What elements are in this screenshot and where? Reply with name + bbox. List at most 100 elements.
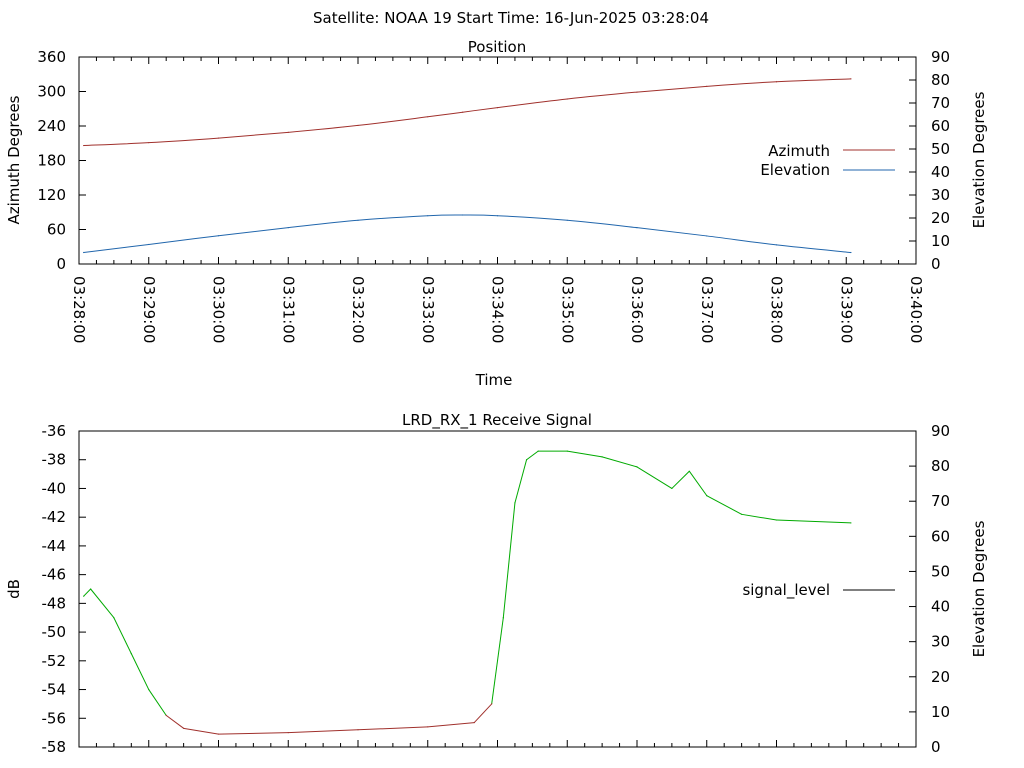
bot-y2-tick-label: 0 — [931, 738, 941, 756]
signal-point — [90, 588, 92, 590]
series-point-elevation — [287, 227, 289, 229]
signal-point — [473, 721, 475, 724]
signal-y2-axis-label: Elevation Degrees — [970, 520, 988, 657]
signal-point — [514, 502, 516, 504]
bot-y-tick-label: -56 — [42, 709, 67, 727]
top-y-tick-label: 60 — [47, 221, 66, 239]
top-x-tick-label: 03:38:00 — [768, 276, 786, 343]
series-point-azimuth — [217, 137, 220, 139]
bot-y-tick-label: -36 — [42, 422, 67, 440]
signal-point — [601, 456, 603, 458]
bot-y2-tick-label: 70 — [931, 492, 950, 510]
top-x-tick-label: 03:28:00 — [70, 276, 88, 343]
series-point-azimuth — [775, 81, 778, 83]
signal-y-axis-label: dB — [5, 579, 23, 599]
top-x-tick-label: 03:39:00 — [837, 276, 855, 343]
series-point-elevation — [462, 214, 464, 216]
bot-y-tick-label: -58 — [42, 738, 67, 756]
signal-segment — [83, 588, 91, 597]
top-y-tick-label: 180 — [37, 152, 66, 170]
signal-segment — [688, 470, 708, 496]
top-y-tick-label: 300 — [37, 83, 66, 101]
bot-y-tick-label: -38 — [42, 451, 67, 469]
top-x-tick-label: 03:30:00 — [210, 276, 228, 343]
bot-y2-tick-label: 80 — [931, 457, 950, 475]
series-point-elevation — [775, 244, 778, 246]
signal-point — [706, 495, 708, 497]
top-y-tick-label: 120 — [37, 186, 66, 204]
signal-point — [183, 727, 185, 729]
position-x-axis-label: Time — [475, 371, 513, 389]
signal-point — [775, 519, 778, 521]
legend-label-signal-level: signal_level — [742, 581, 830, 600]
bot-y-tick-label: -46 — [42, 566, 67, 584]
top-x-tick-label: 03:32:00 — [349, 276, 367, 343]
signal-point — [130, 653, 132, 655]
position-chart-title: Position — [468, 38, 526, 56]
signal-segment — [502, 502, 516, 618]
signal-point — [741, 513, 743, 515]
bot-y-tick-label: -48 — [42, 594, 67, 612]
top-y2-tick-label: 40 — [931, 163, 950, 181]
series-point-elevation — [636, 227, 638, 229]
signal-point — [636, 466, 638, 468]
legend-label-azimuth: Azimuth — [768, 142, 830, 160]
top-y2-tick-label: 0 — [931, 255, 941, 273]
signal-segment — [567, 450, 603, 458]
series-point-elevation — [496, 215, 499, 217]
top-y2-tick-label: 60 — [931, 117, 950, 135]
top-x-tick-label: 03:40:00 — [907, 276, 925, 343]
bot-y-tick-label: -42 — [42, 508, 67, 526]
top-x-tick-label: 03:33:00 — [419, 276, 437, 343]
signal-point — [217, 733, 220, 735]
legend-label-elevation: Elevation — [760, 161, 830, 179]
series-point-elevation — [148, 243, 150, 246]
top-y-tick-label: 360 — [37, 48, 66, 66]
top-y2-tick-label: 10 — [931, 232, 950, 250]
top-y2-tick-label: 20 — [931, 209, 950, 227]
signal-chart: LRD_RX_1 Receive Signal -58 -56 -54 -52 -50 -… — [5, 411, 988, 756]
signal-segment — [130, 653, 150, 690]
top-y-tick-label: 240 — [37, 117, 66, 135]
top-x-tick-label: 03:29:00 — [140, 276, 158, 343]
series-point-elevation — [427, 215, 429, 217]
signal-chart-title: LRD_RX_1 Receive Signal — [402, 411, 592, 430]
signal-point — [525, 459, 528, 461]
signal-point — [671, 487, 673, 490]
signal-point — [427, 726, 429, 728]
bot-y2-tick-label: 40 — [931, 598, 950, 616]
top-y-tick-label: 0 — [56, 255, 66, 273]
signal-point — [287, 732, 289, 734]
bot-y-tick-label: -54 — [42, 681, 67, 699]
series-point-azimuth — [706, 85, 708, 87]
bot-y-tick-label: -52 — [42, 652, 67, 670]
signal-segment — [427, 722, 475, 728]
series-point-azimuth — [148, 142, 150, 144]
series-point-elevation — [83, 251, 85, 254]
top-y2-tick-label: 30 — [931, 186, 950, 204]
signal-segment — [165, 714, 184, 729]
signal-segment — [526, 450, 539, 461]
figure-title: Satellite: NOAA 19 Start Time: 16-Jun-20… — [313, 9, 709, 27]
bot-y2-tick-label: 10 — [931, 703, 950, 721]
top-y2-tick-label: 70 — [931, 94, 950, 112]
top-y2-tick-label: 50 — [931, 140, 950, 158]
signal-point — [357, 729, 359, 731]
series-point-elevation — [706, 235, 708, 237]
series-point-azimuth — [357, 124, 359, 127]
bot-y2-tick-label: 20 — [931, 668, 950, 686]
signal-segment — [148, 689, 167, 716]
series-point-azimuth — [636, 91, 638, 93]
signal-segment — [288, 729, 359, 734]
signal-segment — [183, 727, 219, 735]
series-point-elevation — [217, 235, 220, 237]
series-point-azimuth — [566, 98, 568, 100]
bot-y2-tick-label: 50 — [931, 562, 950, 580]
position-y2-axis-label: Elevation Degrees — [970, 91, 988, 228]
signal-segment — [706, 495, 742, 515]
series-line-elevation — [83, 214, 851, 253]
top-y2-tick-label: 80 — [931, 71, 950, 89]
top-y2-tick-label: 90 — [931, 48, 950, 66]
signal-point — [113, 617, 115, 619]
series-line-azimuth — [83, 78, 851, 147]
